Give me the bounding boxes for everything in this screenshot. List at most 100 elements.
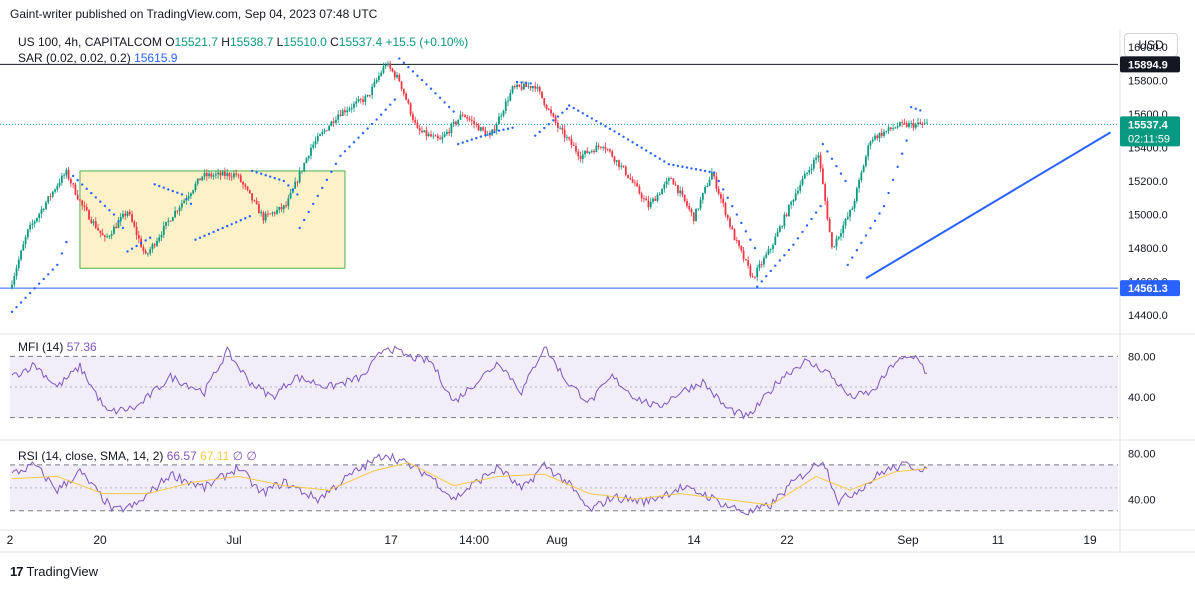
- rsi-legend[interactable]: RSI (14, close, SMA, 14, 2) 66.57 67.11 …: [18, 449, 257, 463]
- candle-body: [670, 178, 673, 180]
- sar-dot: [466, 139, 469, 143]
- candle-body: [314, 141, 317, 145]
- mfi-legend[interactable]: MFI (14) 57.36: [18, 340, 97, 354]
- candle-body: [416, 122, 419, 129]
- candle-body: [652, 198, 654, 202]
- candle-body: [785, 214, 788, 216]
- candle-body: [837, 236, 840, 239]
- sar-value: 15615.9: [134, 51, 178, 65]
- sar-dot: [801, 230, 804, 234]
- sar-legend[interactable]: SAR (0.02, 0.02, 0.2) 15615.9: [18, 51, 177, 65]
- candle-body: [448, 131, 451, 134]
- candle-body: [205, 173, 208, 177]
- candle-body: [477, 124, 480, 131]
- candle-body: [649, 201, 652, 208]
- candle-body: [840, 233, 842, 237]
- sar-dot: [76, 179, 79, 182]
- sar-dot: [384, 108, 387, 111]
- candle-body: [455, 121, 457, 124]
- sar-dot: [212, 230, 215, 234]
- candle-body: [92, 221, 95, 223]
- sar-dot: [672, 163, 675, 167]
- candle-body: [56, 185, 59, 190]
- sar-dot: [567, 104, 571, 107]
- sar-dot: [864, 234, 868, 237]
- candle-body: [183, 200, 186, 204]
- candle-body: [543, 98, 546, 105]
- tradingview-brand: TradingView: [26, 564, 99, 579]
- candle-body: [640, 193, 643, 199]
- candle-body: [923, 123, 926, 125]
- sar-dot: [882, 204, 886, 208]
- candle-body: [38, 213, 41, 219]
- candle-body: [421, 130, 423, 133]
- candle-body: [883, 131, 885, 136]
- candle-body: [479, 127, 482, 131]
- candle-body: [24, 237, 27, 245]
- time-tick-label: Aug: [546, 533, 567, 547]
- candle-body: [674, 184, 677, 186]
- candle-body: [269, 213, 272, 215]
- sar-dot: [291, 188, 295, 192]
- open-label: O: [165, 35, 175, 49]
- rsi-label: RSI (14, close, SMA, 14, 2): [18, 449, 164, 463]
- sar-dot: [370, 122, 374, 126]
- sar-dot: [565, 107, 569, 111]
- rsi-tick-label: 40.00: [1128, 494, 1156, 506]
- sar-dot: [51, 268, 54, 271]
- candle-body: [690, 209, 693, 213]
- symbol-label[interactable]: US 100, 4h, CAPITALCOM: [18, 35, 162, 49]
- candle-body: [484, 130, 487, 136]
- candle-body: [901, 122, 904, 124]
- sar-dot: [366, 127, 369, 130]
- candle-body: [620, 165, 623, 167]
- candle-body: [692, 212, 695, 222]
- sar-dot: [108, 209, 111, 212]
- candle-body: [710, 172, 713, 180]
- candle-body: [686, 201, 688, 207]
- candle-body: [774, 236, 777, 245]
- published-by: Gaint-writer published on TradingView.co…: [10, 7, 378, 21]
- rsi-ma-value: 67.11: [200, 449, 230, 463]
- sar-dot: [506, 127, 510, 130]
- candle-body: [701, 192, 704, 200]
- sar-dot: [667, 163, 671, 166]
- sar-dot: [171, 189, 175, 193]
- candle-body: [20, 250, 22, 260]
- time-tick-label: 22: [780, 533, 794, 547]
- sar-dot: [613, 130, 616, 133]
- candle-body: [346, 110, 349, 113]
- sar-dot: [33, 287, 36, 290]
- candle-body: [561, 127, 564, 130]
- candle-body: [375, 79, 378, 83]
- sar-dot: [604, 125, 607, 128]
- sar-dot: [434, 92, 437, 95]
- candle-body: [722, 198, 725, 204]
- candle-body: [518, 84, 521, 87]
- candle-body: [744, 259, 747, 261]
- candle-body: [233, 173, 235, 178]
- sar-dot: [411, 70, 415, 73]
- sar-dot: [94, 196, 98, 199]
- candle-body: [122, 213, 124, 218]
- currency-button[interactable]: USD: [1124, 33, 1178, 57]
- candle-body: [819, 155, 822, 169]
- candle-body: [341, 110, 344, 116]
- time-tick-label: 19: [1083, 533, 1097, 547]
- sar-dot: [561, 111, 564, 114]
- sar-dot: [282, 179, 285, 183]
- candle-body: [724, 203, 727, 215]
- high-label: H: [221, 35, 230, 49]
- candle-body: [672, 178, 675, 185]
- tradingview-logo[interactable]: 17 TradingView: [10, 564, 98, 579]
- candle-body: [681, 190, 684, 195]
- candle-body: [212, 175, 215, 177]
- sar-dot: [348, 145, 351, 148]
- candle-body: [373, 82, 376, 87]
- candle-body: [792, 200, 795, 202]
- sar-dot: [511, 126, 514, 129]
- sar-dot: [167, 188, 170, 191]
- candle-body: [418, 128, 421, 131]
- candle-body: [242, 182, 244, 185]
